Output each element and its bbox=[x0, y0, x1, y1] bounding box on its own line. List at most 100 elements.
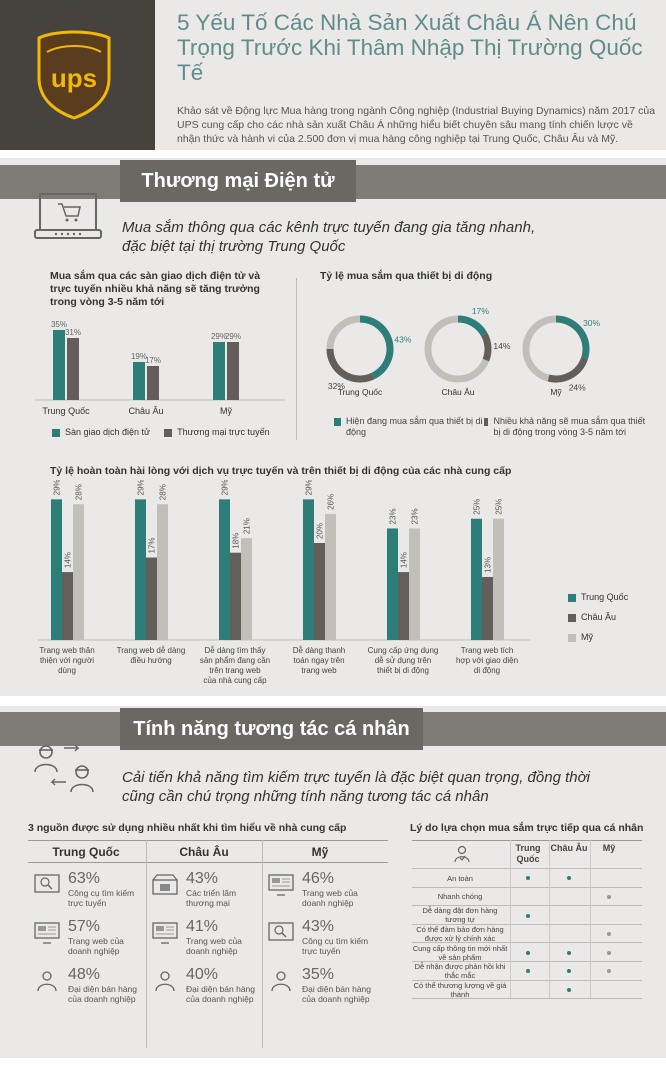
source-desc: Trang web của doanh nghiệp bbox=[68, 936, 124, 956]
source-desc: Đại diện bán hàng của doanh nghiệp bbox=[68, 984, 138, 1004]
source-desc: Công cụ tìm kiếm trực tuyến bbox=[302, 936, 369, 956]
source-desc: Trang web của doanh nghiệp bbox=[302, 888, 358, 908]
chart2-svg: 43% 32%Trung Quốc 17% 14% Châu Âu 30% 24% Mỹ bbox=[326, 306, 601, 397]
chart2-label-current: 30% bbox=[583, 318, 600, 328]
reasons-title: Lý do lựa chọn mua sắm trực tiếp qua cá … bbox=[410, 822, 644, 834]
chart1-bar bbox=[133, 362, 145, 400]
chart2-legend-1: Hiện đang mua sắm qua thiết bị di động bbox=[334, 416, 484, 438]
chart2-legend-2-label: Nhiều khả năng sẽ mua sắm qua thiết bị d… bbox=[493, 416, 646, 437]
reasons-dot bbox=[567, 987, 571, 992]
chart3-category-label: Trang web tích bbox=[461, 646, 514, 655]
reasons-row-rule bbox=[412, 942, 642, 944]
source-desc: Đại diện bán hàng của doanh nghiệp bbox=[302, 984, 372, 1004]
source-desc: Đại diện bán hàng của doanh nghiệp bbox=[186, 984, 256, 1004]
logo-text: ups bbox=[51, 63, 97, 93]
reasons-row-label: An toàn bbox=[447, 873, 473, 883]
chart3-legend-1: Trung Quốc bbox=[568, 592, 658, 602]
chart3-bar bbox=[73, 504, 84, 640]
chart3-data-label: 17% bbox=[148, 538, 157, 554]
chart3-category-label: của nhà cung cấp bbox=[203, 676, 267, 685]
chart3-legend-1-label: Trung Quốc bbox=[581, 592, 629, 602]
chart1-category-label: Mỹ bbox=[220, 406, 232, 416]
monitor-icon bbox=[152, 922, 178, 944]
chart1-legend-1: Sàn giao dịch điện tử bbox=[52, 427, 150, 437]
legend-swatch bbox=[52, 428, 60, 437]
chart3-category-label: thiện với người bbox=[40, 656, 94, 665]
reasons-col-divider bbox=[590, 840, 591, 999]
source-desc: Trang web của doanh nghiệp bbox=[186, 936, 242, 956]
chart3-data-label: 13% bbox=[484, 557, 493, 573]
chart1-legend: Sàn giao dịch điện tử Thương mại trực tu… bbox=[52, 427, 292, 437]
chart3-data-label: 23% bbox=[389, 508, 398, 524]
chart1-data-label: 29% bbox=[211, 332, 227, 341]
chart2-arc-future bbox=[547, 356, 588, 383]
reasons-col-head: Châu Âu bbox=[550, 843, 588, 853]
sources-col-divider-1 bbox=[146, 840, 147, 1048]
chart2-title: Tỷ lệ mua sắm qua thiết bị di động bbox=[320, 270, 493, 282]
chart3-bar bbox=[325, 513, 336, 640]
source-desc: Các triển lãm thương mại bbox=[186, 888, 237, 908]
chart3-data-label: 14% bbox=[400, 552, 409, 568]
section2-lead: Cải tiến khả năng tìm kiếm trực tuyến là… bbox=[122, 769, 591, 805]
reasons-row-rule bbox=[412, 905, 642, 907]
chart3-category-label: trang web bbox=[301, 666, 337, 675]
chart3-data-label: 29% bbox=[221, 480, 230, 495]
chart3-data-label: 29% bbox=[305, 480, 314, 495]
chart3-category-label: di động bbox=[474, 666, 500, 675]
chart3-category-label: điều hướng bbox=[130, 656, 171, 665]
people-interaction-icon bbox=[34, 744, 94, 793]
source-pct: 43% bbox=[186, 870, 219, 887]
laptop-cart-icon bbox=[34, 193, 102, 239]
chart3-legend-2-label: Châu Âu bbox=[581, 612, 617, 622]
search-icon bbox=[268, 922, 294, 944]
section1-lead: Mua sắm thông qua các kênh trực tuyến đa… bbox=[122, 219, 536, 255]
handshake-person-icon bbox=[454, 845, 470, 863]
page-title: 5 Yếu Tố Các Nhà Sản Xuất Châu Á Nên Chú… bbox=[177, 10, 643, 85]
reasons-dot bbox=[607, 894, 611, 899]
chart3-legend: Trung Quốc Châu Âu Mỹ bbox=[568, 592, 658, 642]
reasons-dot bbox=[526, 950, 530, 955]
chart1-data-label: 19% bbox=[131, 352, 147, 361]
chart3-legend-3-label: Mỹ bbox=[581, 632, 593, 642]
chart2-label-future: 32% bbox=[328, 381, 345, 391]
chart2-label-current: 43% bbox=[394, 334, 411, 344]
chart2-category-label: Mỹ bbox=[550, 387, 562, 397]
reasons-row-rule bbox=[412, 998, 642, 1000]
chart3-data-label: 26% bbox=[327, 494, 336, 510]
chart3-category-label: dùng bbox=[58, 666, 76, 675]
reasons-dot bbox=[607, 932, 611, 937]
chart3-bar bbox=[51, 499, 62, 640]
chart3-category-label: Dễ dàng tìm thấy bbox=[205, 646, 266, 655]
section2-band-left bbox=[0, 712, 120, 746]
chart3-category-label: thiết bị di động bbox=[377, 666, 429, 675]
chart3-bar bbox=[314, 543, 325, 640]
chart2-category-label: Châu Âu bbox=[441, 387, 474, 397]
reasons-row-rule bbox=[412, 886, 642, 888]
source-desc: Công cụ tìm kiếm trực tuyến bbox=[68, 888, 135, 908]
chart1-data-label: 31% bbox=[65, 328, 81, 337]
chart1-legend-1-label: Sàn giao dịch điện tử bbox=[65, 427, 151, 437]
reasons-dot bbox=[567, 969, 571, 974]
reasons-dot bbox=[567, 950, 571, 955]
section2-title: Tính năng tương tác cá nhân bbox=[120, 708, 423, 750]
chart3-data-label: 29% bbox=[53, 480, 62, 495]
chart3-data-label: 25% bbox=[473, 499, 482, 515]
reasons-col-head: Mỹ bbox=[602, 843, 616, 853]
chart3-category-label: dễ sử dụng trên bbox=[375, 656, 432, 665]
source-pct: 46% bbox=[302, 870, 335, 887]
source-pct: 40% bbox=[186, 966, 219, 983]
chart1-category-label: Trung Quốc bbox=[42, 406, 90, 416]
chart1-svg: 35%31% Trung Quốc 19%17% Châu Âu 29%29% Mỹ bbox=[35, 320, 285, 416]
legend-swatch bbox=[568, 633, 576, 642]
section1-band-right bbox=[356, 165, 666, 199]
reasons-dot bbox=[607, 969, 611, 974]
chart1-bar bbox=[53, 330, 65, 400]
chart1-legend-2-label: Thương mại trực tuyến bbox=[177, 427, 270, 437]
chart-divider bbox=[296, 278, 297, 440]
reasons-row-rule bbox=[412, 923, 642, 925]
reasons-row-rule bbox=[412, 979, 642, 981]
monitor-icon bbox=[34, 922, 60, 944]
reasons-dot bbox=[607, 950, 611, 955]
chart3-bar bbox=[482, 576, 493, 640]
